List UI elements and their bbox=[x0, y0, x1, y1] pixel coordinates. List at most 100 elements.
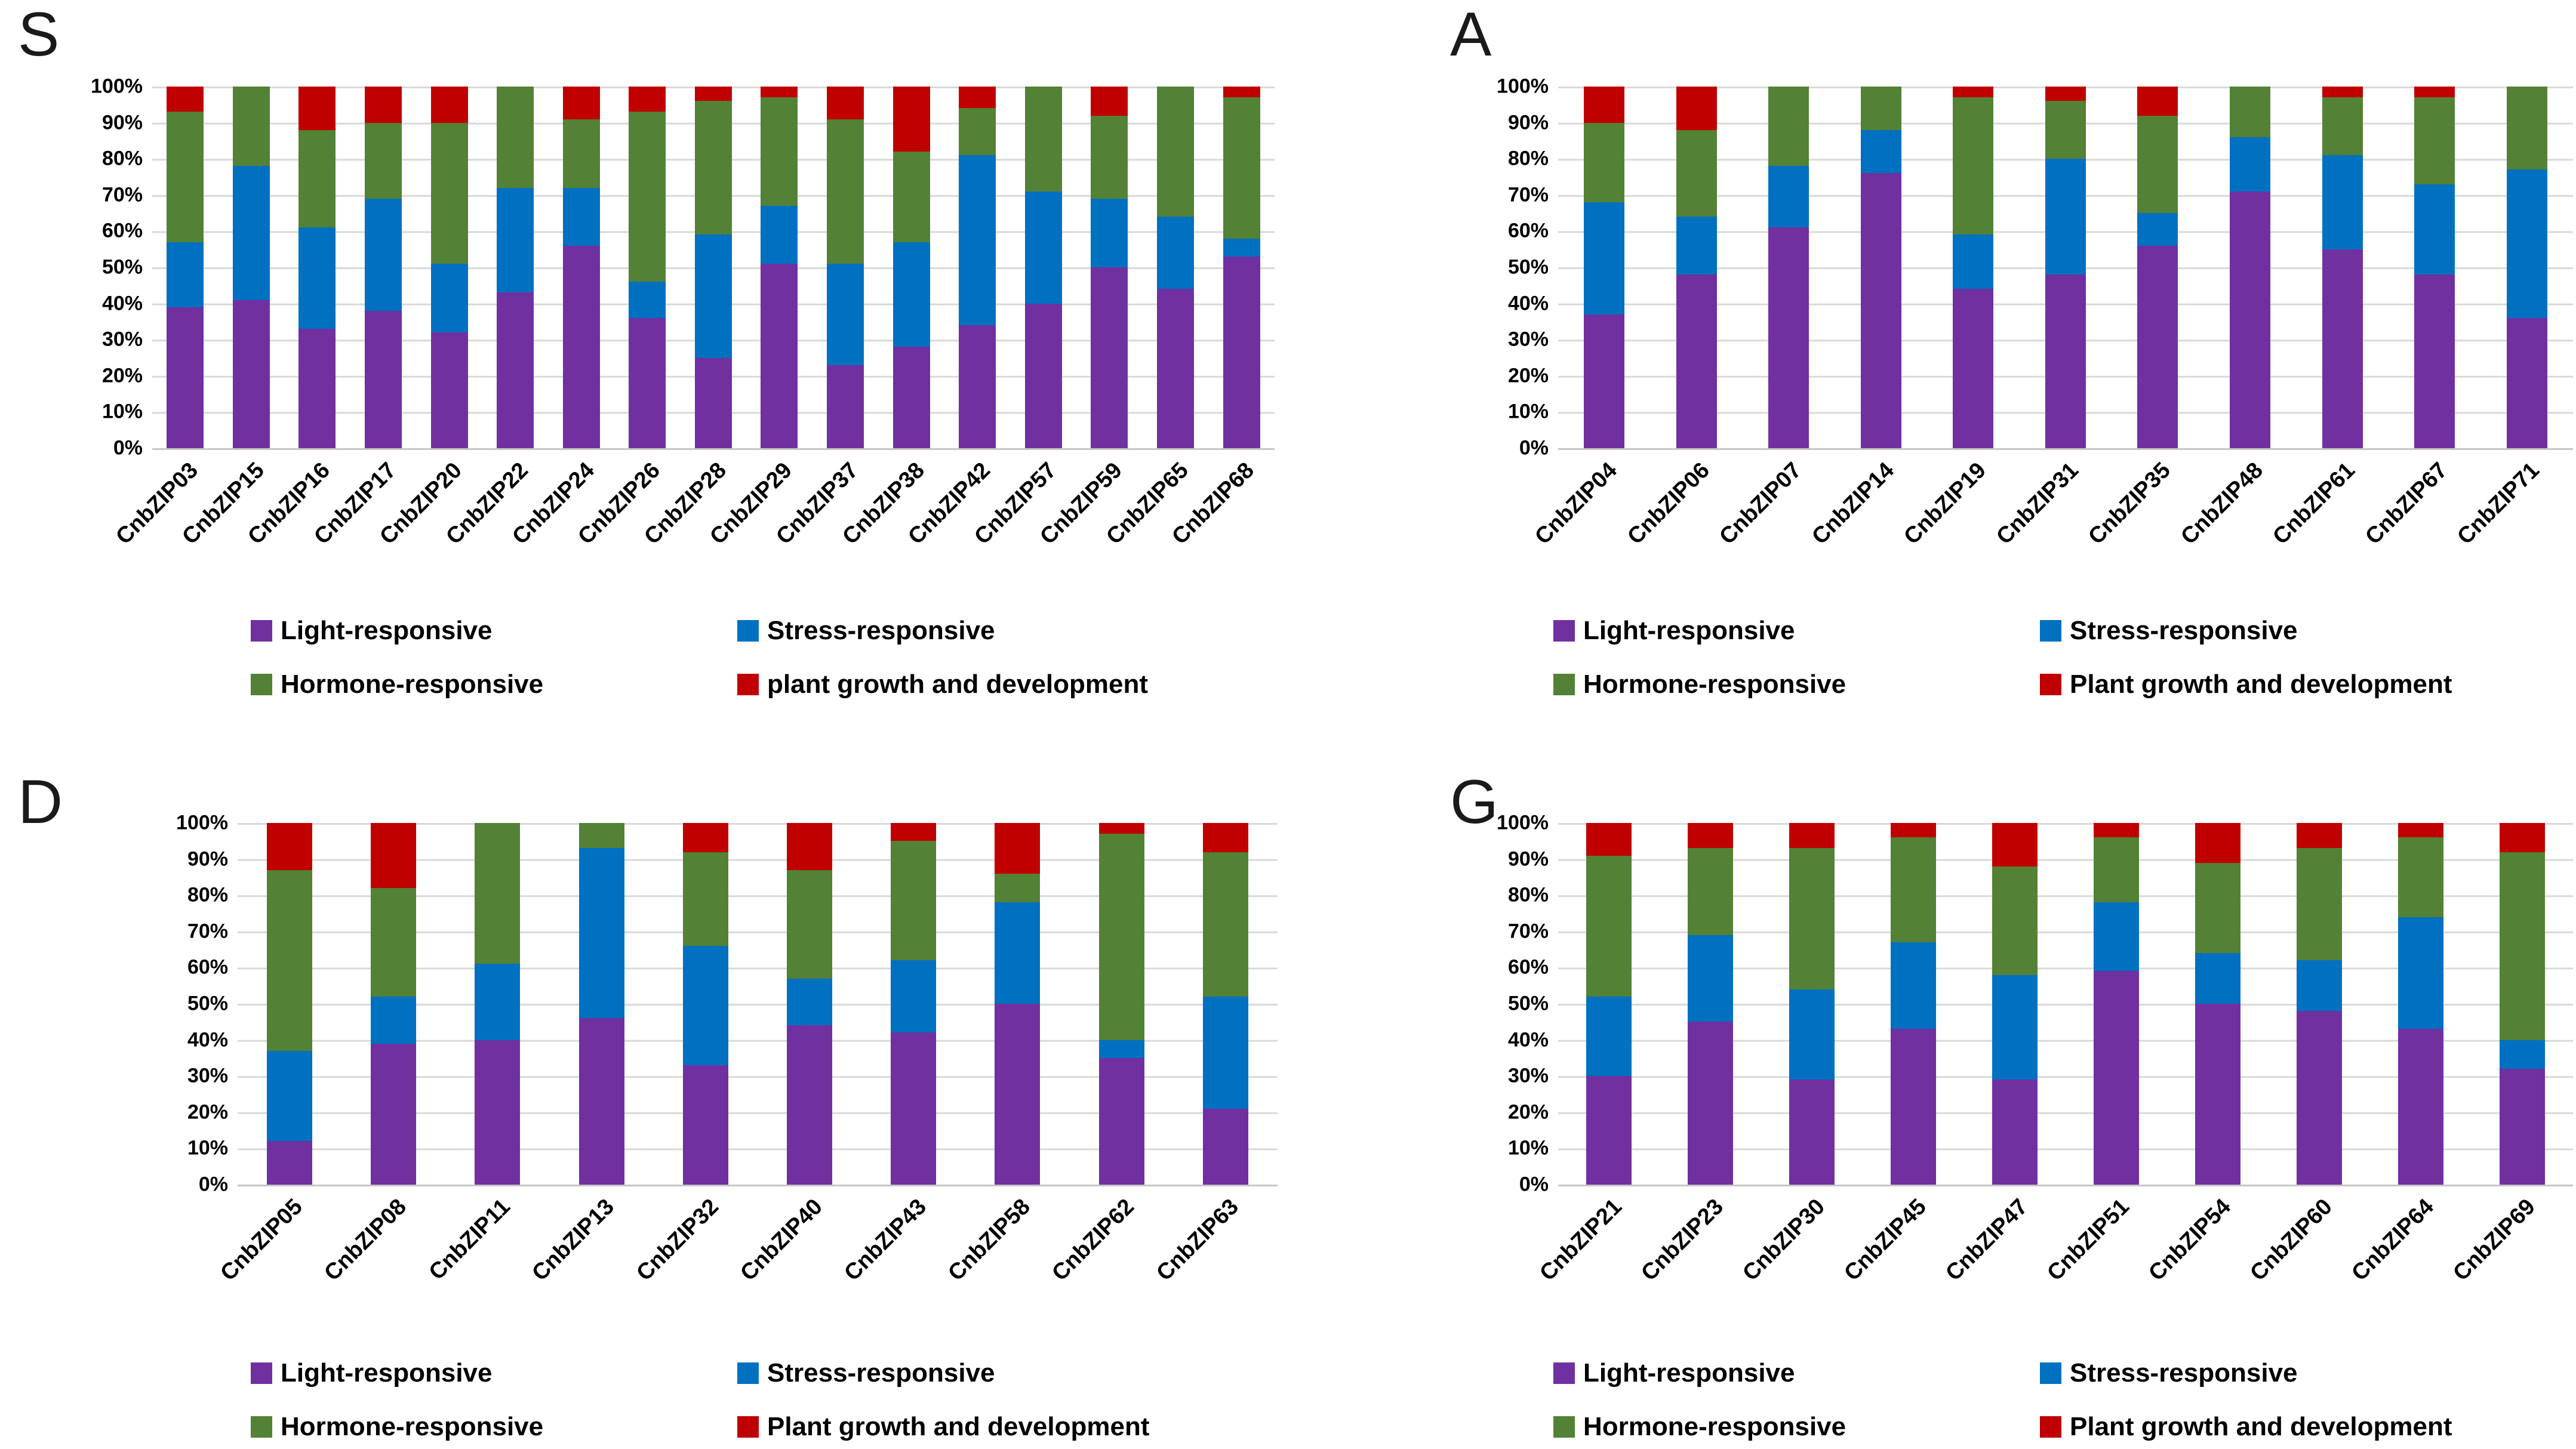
segment-plant-growth bbox=[2094, 823, 2139, 838]
plot-area: 100% 90% 80% 70% 60% 50% 40% 30% 20% 10% 0% CnbZIP2… bbox=[1497, 812, 2573, 1286]
x-axis-label: CnbZIP04 bbox=[1530, 458, 1622, 550]
x-axis-label: CnbZIP16 bbox=[243, 458, 336, 550]
y-axis-tick: 10% bbox=[187, 1136, 228, 1160]
bar-stack-CnbZIP54 bbox=[2195, 823, 2240, 1185]
legend-swatch-icon bbox=[1553, 1416, 1575, 1438]
x-axis-labels: CnbZIP05 CnbZIP08 CnbZIP11 CnbZIP13 CnbZIP32… bbox=[216, 1185, 1278, 1346]
x-axis-label: CnbZIP40 bbox=[735, 1194, 827, 1286]
segment-stress-responsive bbox=[1768, 166, 1809, 228]
x-axis-label: CnbZIP45 bbox=[1839, 1194, 1931, 1286]
bar-stack-CnbZIP07 bbox=[1768, 87, 1809, 448]
y-axis-tick: 100% bbox=[91, 75, 143, 98]
x-axis-label: CnbZIP15 bbox=[177, 458, 269, 550]
bar-stack-CnbZIP16 bbox=[298, 87, 336, 448]
legend-swatch-icon bbox=[1553, 674, 1575, 695]
segment-stress-responsive bbox=[562, 187, 600, 246]
y-axis-tick: 30% bbox=[1507, 328, 1549, 351]
segment-hormone-responsive bbox=[298, 130, 336, 228]
segment-hormone-responsive bbox=[232, 87, 270, 167]
segment-hormone-responsive bbox=[2137, 115, 2178, 214]
segment-stress-responsive bbox=[578, 848, 624, 1019]
segment-stress-responsive bbox=[827, 263, 864, 365]
segment-hormone-responsive bbox=[562, 119, 600, 188]
segment-light-responsive bbox=[1024, 303, 1062, 448]
segment-hormone-responsive bbox=[787, 870, 833, 979]
x-axis-label: CnbZIP43 bbox=[839, 1194, 932, 1286]
segment-stress-responsive bbox=[2500, 1040, 2545, 1069]
segment-hormone-responsive bbox=[497, 87, 534, 188]
x-axis-label: CnbZIP03 bbox=[111, 458, 203, 550]
segment-hormone-responsive bbox=[167, 112, 204, 242]
segment-stress-responsive bbox=[995, 902, 1041, 1004]
segment-hormone-responsive bbox=[1768, 87, 1809, 167]
segment-stress-responsive bbox=[1098, 1040, 1144, 1058]
segment-plant-growth bbox=[1688, 823, 1733, 849]
segment-light-responsive bbox=[1688, 1022, 1733, 1185]
segment-stress-responsive bbox=[1024, 191, 1062, 304]
y-axis-tick: 60% bbox=[1507, 219, 1549, 242]
legend-item: Plant growth and development bbox=[737, 1412, 1150, 1442]
x-axis-label: CnbZIP65 bbox=[1101, 458, 1193, 550]
x-axis-label: CnbZIP23 bbox=[1636, 1194, 1728, 1286]
segment-plant-growth bbox=[995, 823, 1041, 874]
bar-stack-CnbZIP38 bbox=[892, 87, 930, 448]
segment-hormone-responsive bbox=[1891, 837, 1936, 942]
legend-label: Light-responsive bbox=[281, 616, 493, 645]
segment-light-responsive bbox=[1156, 289, 1194, 448]
legend-swatch-icon bbox=[2040, 674, 2061, 695]
segment-plant-growth bbox=[959, 87, 996, 109]
segment-light-responsive bbox=[1584, 314, 1625, 448]
y-axis-tick: 30% bbox=[1507, 1064, 1549, 1087]
bar-stack-CnbZIP11 bbox=[475, 823, 521, 1185]
legend-label: Hormone-responsive bbox=[1583, 670, 1846, 699]
segment-hormone-responsive bbox=[995, 873, 1041, 903]
y-axis-tick: 100% bbox=[176, 811, 228, 834]
bar-stack-CnbZIP48 bbox=[2229, 87, 2270, 448]
segment-stress-responsive bbox=[761, 206, 798, 264]
bar-stack-CnbZIP35 bbox=[2137, 87, 2178, 448]
x-axis-label: CnbZIP35 bbox=[2083, 458, 2176, 550]
x-axis-label: CnbZIP71 bbox=[2452, 458, 2545, 550]
segment-light-responsive bbox=[2414, 275, 2455, 448]
segment-plant-growth bbox=[371, 823, 417, 889]
segment-stress-responsive bbox=[167, 242, 204, 307]
legend-label: Plant growth and development bbox=[767, 1412, 1150, 1441]
segment-stress-responsive bbox=[1202, 996, 1248, 1109]
x-axis-label: CnbZIP37 bbox=[771, 458, 863, 550]
x-axis-label: CnbZIP28 bbox=[639, 458, 731, 550]
segment-hormone-responsive bbox=[761, 97, 798, 206]
y-axis-tick: 50% bbox=[101, 255, 143, 279]
segment-plant-growth bbox=[430, 87, 468, 123]
segment-light-responsive bbox=[629, 317, 666, 448]
segment-light-responsive bbox=[1586, 1076, 1632, 1185]
segment-plant-growth bbox=[1586, 823, 1632, 856]
segment-hormone-responsive bbox=[1992, 866, 2038, 975]
segment-hormone-responsive bbox=[2094, 837, 2139, 903]
segment-hormone-responsive bbox=[1202, 852, 1248, 997]
bar-stack-CnbZIP21 bbox=[1586, 823, 1632, 1185]
y-axis-tick: 20% bbox=[1507, 1100, 1549, 1124]
y-axis-tick: 20% bbox=[101, 364, 143, 387]
segment-plant-growth bbox=[2322, 87, 2363, 98]
x-axis-label: CnbZIP26 bbox=[573, 458, 666, 550]
bar-stack-CnbZIP05 bbox=[267, 823, 313, 1185]
segment-stress-responsive bbox=[1953, 235, 1994, 289]
segment-plant-growth bbox=[298, 87, 336, 130]
segment-hormone-responsive bbox=[2500, 852, 2545, 1040]
segment-hormone-responsive bbox=[891, 841, 937, 961]
y-axis-tick: 20% bbox=[1507, 364, 1549, 387]
segment-hormone-responsive bbox=[1584, 122, 1625, 202]
x-axis-labels: CnbZIP03 CnbZIP15 CnbZIP16 CnbZIP17 CnbZIP20… bbox=[111, 448, 1275, 609]
x-axis-label: CnbZIP06 bbox=[1622, 458, 1715, 550]
segment-hormone-responsive bbox=[959, 108, 996, 156]
legend-label: Stress-responsive bbox=[767, 1358, 995, 1388]
segment-stress-responsive bbox=[2297, 960, 2342, 1012]
legend-item: Stress-responsive bbox=[737, 616, 1148, 646]
segment-plant-growth bbox=[267, 823, 313, 870]
segment-light-responsive bbox=[1223, 256, 1260, 448]
segment-stress-responsive bbox=[267, 1050, 313, 1142]
x-axis-label: CnbZIP07 bbox=[1715, 458, 1807, 550]
segment-light-responsive bbox=[682, 1065, 728, 1185]
segment-hormone-responsive bbox=[2045, 101, 2086, 159]
segment-hormone-responsive bbox=[1223, 97, 1260, 239]
